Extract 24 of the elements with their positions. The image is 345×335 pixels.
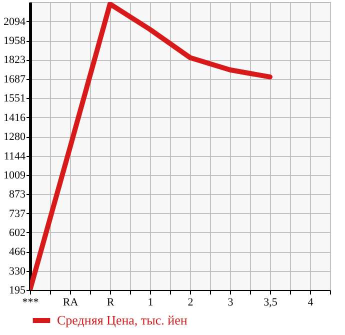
y-tick-label: 873 bbox=[9, 188, 26, 201]
y-tick-label: 1280 bbox=[4, 131, 26, 144]
x-tick-label: 3,5 bbox=[264, 296, 278, 308]
y-tick-label: 1144 bbox=[4, 150, 26, 162]
y-tick-label: 1009 bbox=[4, 169, 26, 182]
y-tick-label: 195 bbox=[9, 284, 26, 296]
legend-label: Средняя Цена, тыс. йен bbox=[57, 312, 188, 328]
y-tick-label: 1551 bbox=[4, 92, 26, 105]
x-tick-label: *** bbox=[22, 296, 39, 308]
y-tick-label: 330 bbox=[9, 265, 26, 278]
x-tick-label: 3 bbox=[228, 296, 234, 308]
y-tick-label: 1687 bbox=[4, 73, 26, 86]
x-tick-label: RA bbox=[62, 296, 78, 308]
x-tick-label: 2 bbox=[188, 296, 194, 308]
x-tick-label: R bbox=[106, 296, 115, 308]
y-tick-label: 1958 bbox=[4, 35, 26, 48]
y-tick-label: 1416 bbox=[4, 112, 26, 124]
x-tick-label: 1 bbox=[148, 296, 154, 308]
y-tick-label: 602 bbox=[9, 226, 26, 239]
y-tick-label: 1823 bbox=[4, 54, 26, 66]
x-tick-label: 4 bbox=[308, 296, 314, 308]
y-tick-label: 2094 bbox=[4, 16, 26, 28]
y-tick-label: 737 bbox=[9, 208, 26, 220]
y-tick-label: 466 bbox=[9, 246, 26, 258]
